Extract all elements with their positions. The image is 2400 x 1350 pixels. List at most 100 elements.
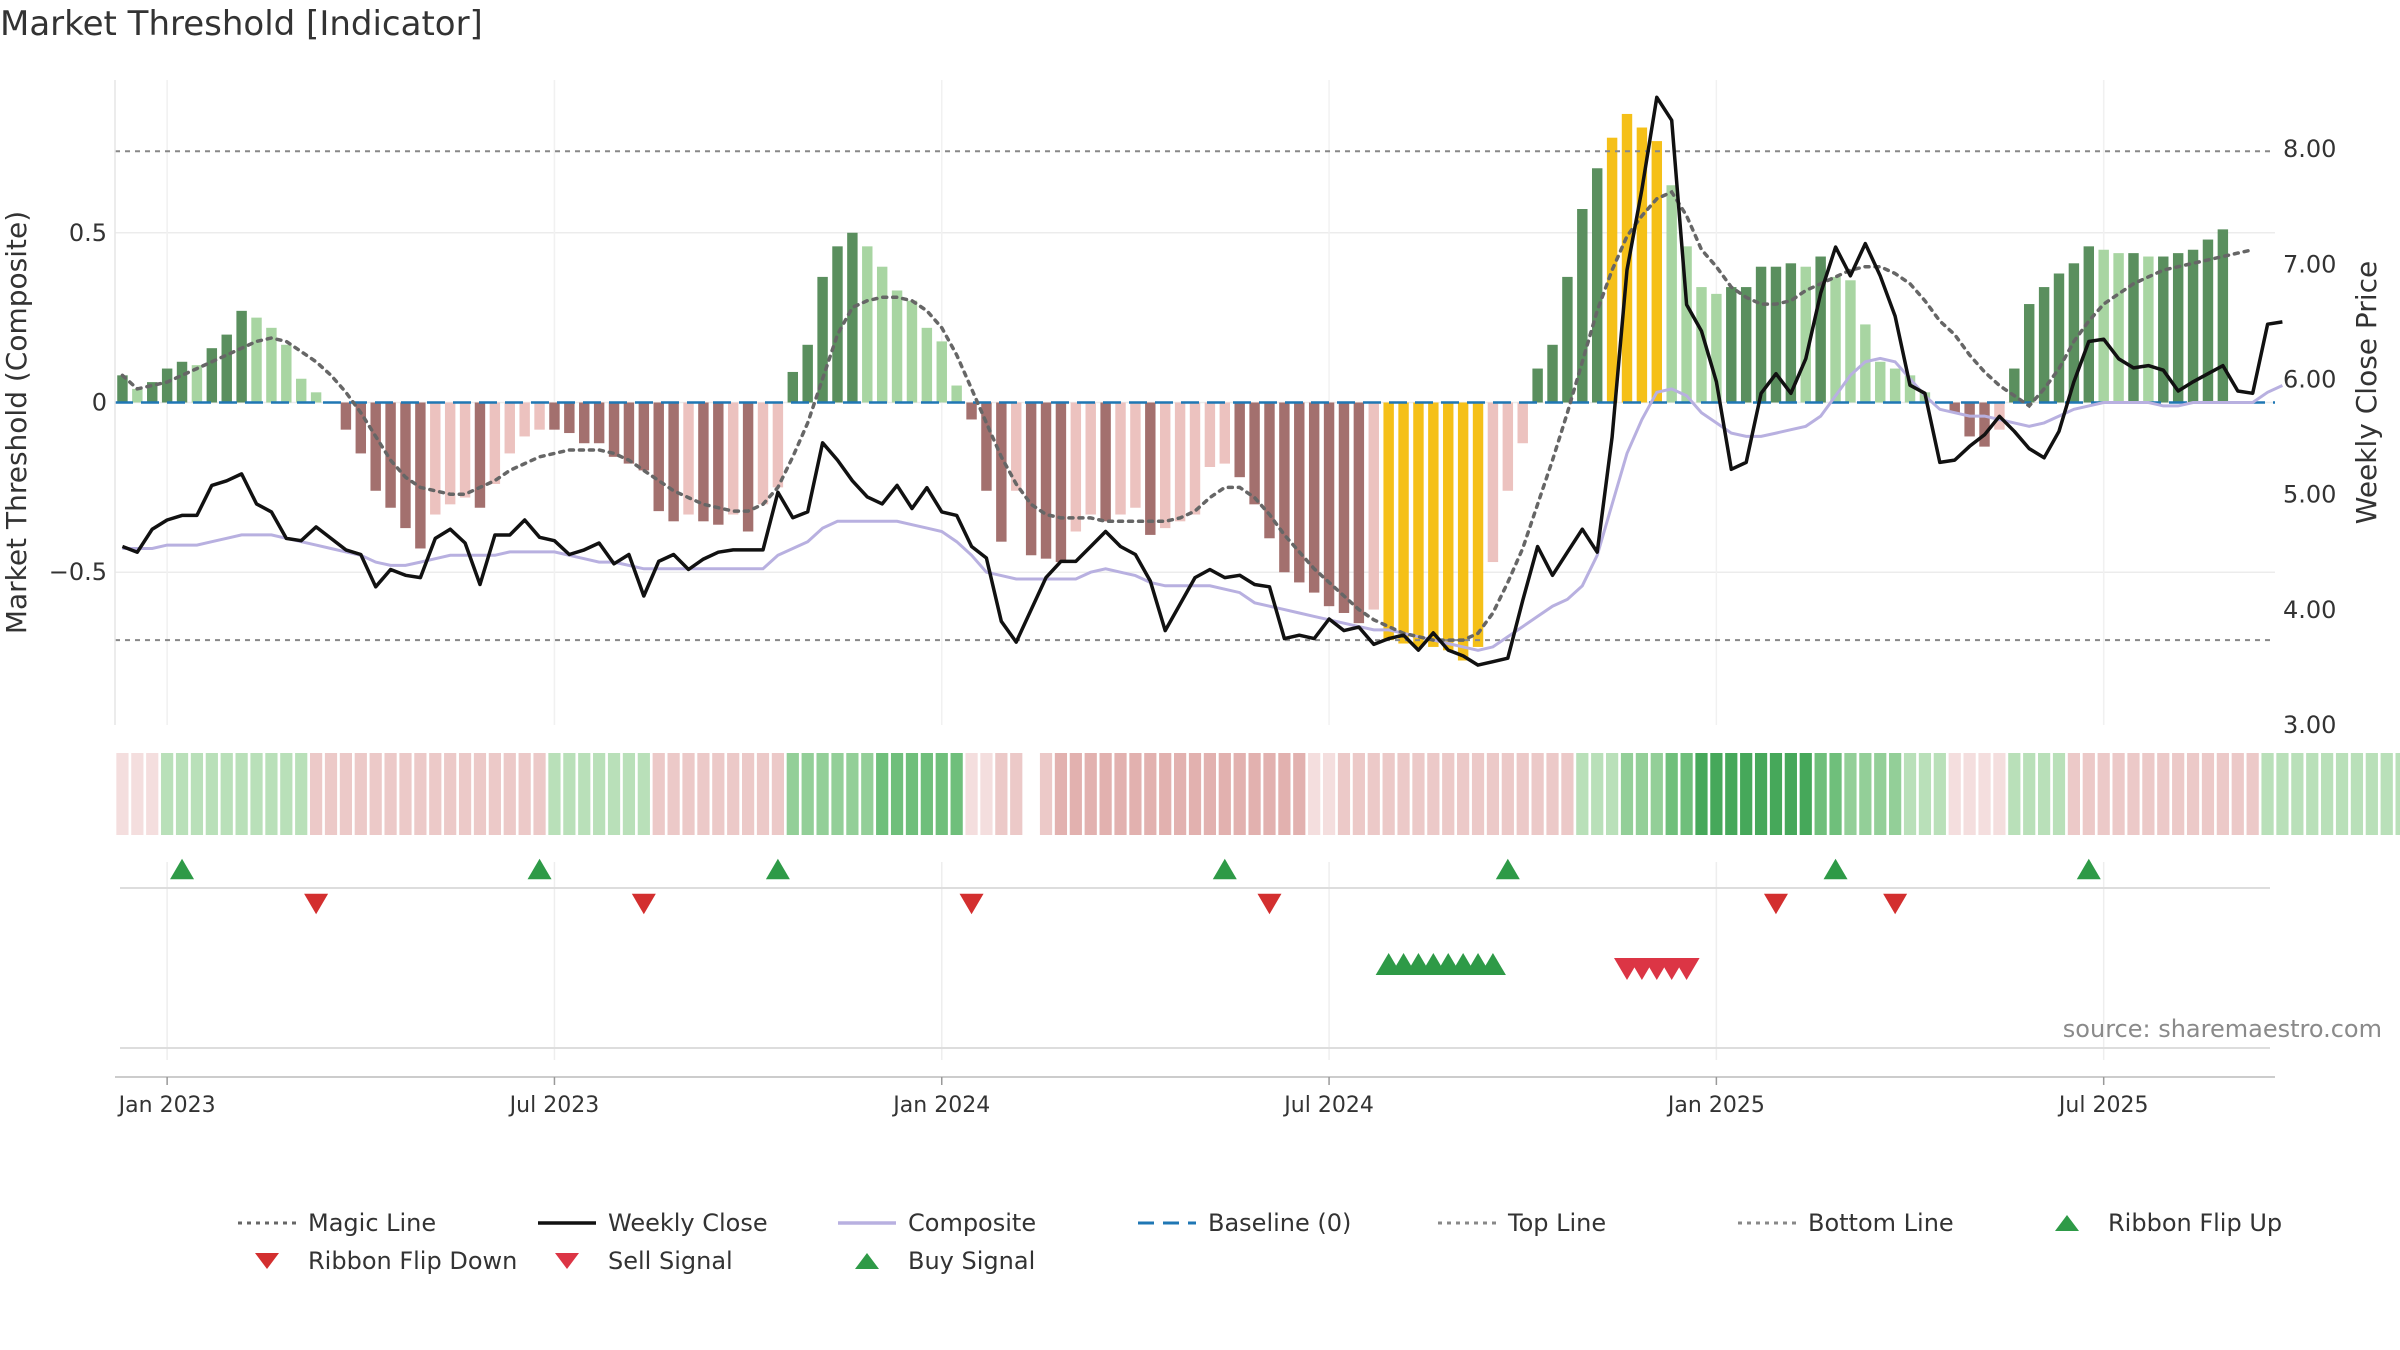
ribbon-cell	[369, 753, 382, 835]
ribbon-cell	[533, 753, 546, 835]
ribbon-cell	[503, 753, 516, 835]
composite-bar	[2053, 273, 2065, 403]
ribbon-cell	[1918, 753, 1932, 835]
ribbon-cell	[2335, 753, 2349, 835]
ribbon-flip-up-marker	[1495, 858, 1520, 880]
composite-bar	[966, 402, 977, 420]
composite-bar	[623, 402, 635, 464]
composite-bar	[698, 402, 709, 522]
ribbon-cell	[2127, 753, 2140, 835]
x-tick-label: Jan 2024	[891, 1093, 990, 1118]
ribbon-cell	[1471, 753, 1485, 835]
ribbon-cell	[816, 753, 829, 835]
ribbon-cell	[1889, 753, 1902, 835]
ribbon-flip-up-marker	[1212, 858, 1237, 880]
ribbon-cell	[2365, 753, 2378, 835]
composite-bar	[1264, 402, 1275, 539]
ribbon-cell	[2246, 753, 2259, 835]
ribbon-cell	[741, 753, 755, 835]
composite-bar	[1577, 209, 1588, 403]
composite-bar	[2202, 239, 2214, 403]
ribbon-cell	[414, 753, 427, 835]
ribbon-cell	[220, 753, 233, 835]
ribbon-cell	[146, 753, 159, 835]
ribbon-cell	[756, 753, 770, 835]
composite-bar	[757, 402, 769, 505]
ribbon-cell	[1754, 753, 1768, 835]
composite-bar	[921, 327, 933, 403]
ribbon-cell	[1114, 753, 1127, 835]
x-tick-label: Jan 2025	[1666, 1093, 1765, 1118]
ribbon-cell	[473, 753, 487, 835]
buy-signal-marker	[1479, 952, 1506, 976]
ribbon-cell	[1710, 753, 1723, 835]
composite-bar	[608, 402, 620, 457]
ribbon-cell	[1680, 753, 1693, 835]
composite-bar	[1323, 402, 1335, 607]
ribbon-cell	[548, 753, 561, 835]
composite-bar	[593, 402, 605, 444]
composite-bar	[579, 402, 590, 444]
left-axis-label: Market Threshold (Composite)	[0, 211, 33, 634]
composite-bar	[1696, 287, 1707, 403]
composite-bar	[981, 402, 992, 491]
ribbon-cell	[2142, 753, 2155, 835]
ribbon-cell	[682, 753, 695, 835]
composite-bar	[355, 402, 367, 454]
ribbon-cell	[205, 753, 218, 835]
composite-bar	[653, 402, 664, 512]
ribbon-cell	[637, 753, 650, 835]
ribbon-cell	[905, 753, 919, 835]
composite-bar	[802, 344, 813, 403]
ribbon-cell	[265, 753, 278, 835]
ribbon-cell	[1129, 753, 1142, 835]
composite-bar	[713, 402, 724, 525]
ribbon-cell	[2321, 753, 2334, 835]
composite-bar	[1785, 263, 1797, 403]
ribbon-cell	[950, 753, 963, 835]
composite-bar	[191, 365, 203, 403]
composite-bar	[1651, 141, 1663, 403]
composite-bar	[1591, 168, 1603, 403]
signal-panels	[120, 858, 2270, 1060]
ribbon-cell	[2231, 753, 2244, 835]
ribbon-cell	[2380, 753, 2393, 835]
ribbon-cell	[1039, 753, 1053, 835]
right-tick-label: 3.00	[2283, 711, 2336, 739]
right-axis-label: Weekly Close Price	[2350, 261, 2383, 524]
composite-bar	[1457, 402, 1469, 661]
ribbon-cell	[1293, 753, 1306, 835]
ribbon-cell	[1218, 753, 1231, 835]
ribbon-cell	[190, 753, 204, 835]
ribbon-cell	[1144, 753, 1157, 835]
ribbon-cell	[1591, 753, 1604, 835]
ribbon-cell	[458, 753, 472, 835]
ribbon-cell	[1695, 753, 1708, 835]
ribbon-cell	[1963, 753, 1976, 835]
x-tick-label: Jul 2025	[2057, 1093, 2149, 1118]
composite-bar	[847, 232, 858, 403]
ribbon-cell	[1665, 753, 1678, 835]
composite-bar	[161, 368, 173, 403]
composite-bar	[1368, 402, 1379, 610]
ribbon-flip-down-marker	[1257, 893, 1282, 915]
ribbon-flip-down-marker	[631, 893, 656, 915]
composite-bar	[385, 402, 396, 508]
ribbon-cell	[2201, 753, 2215, 835]
composite-bar	[1189, 402, 1201, 515]
ribbon-cell	[1576, 753, 1589, 835]
ribbon-cell	[280, 753, 293, 835]
composite-bar	[1666, 185, 1677, 403]
ribbon-cell	[786, 753, 799, 835]
composite-bar	[474, 402, 486, 508]
ribbon-cell	[2097, 753, 2110, 835]
composite-bar	[1726, 287, 1737, 403]
composite-bar	[1770, 266, 1782, 403]
ribbon-cell	[324, 753, 338, 835]
ribbon-strip	[116, 753, 2400, 835]
composite-bar	[1100, 402, 1111, 522]
ribbon-cell	[429, 753, 442, 835]
ribbon-cell	[831, 753, 844, 835]
right-tick-label: 7.00	[2283, 250, 2336, 278]
